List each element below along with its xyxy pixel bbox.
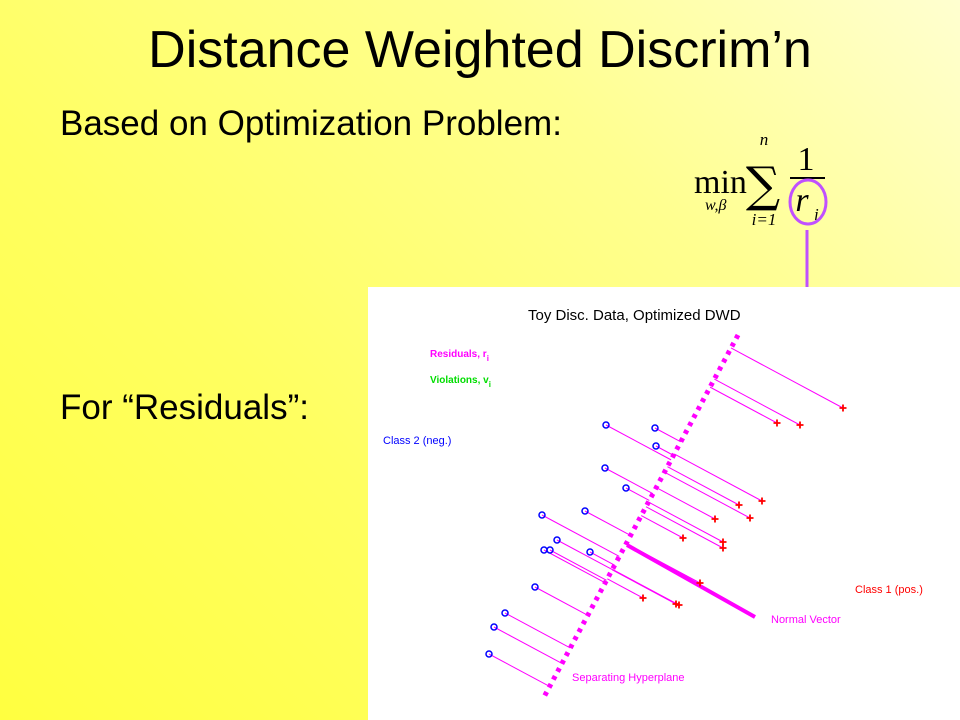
class2-point-9	[586, 548, 594, 556]
residual-line-class2-8	[543, 549, 606, 584]
highlight-circle-icon	[788, 178, 828, 226]
dwd-formula: min w,β n ∑ i=1 1 r i	[694, 130, 828, 229]
class1-point-0	[839, 404, 847, 412]
residual-line-class1-6	[656, 487, 716, 520]
residual-line-class2-9	[589, 551, 615, 566]
residual-line-class1-4	[667, 466, 740, 506]
residual-line-class1-5	[664, 471, 751, 519]
residual-line-class1-9	[640, 515, 684, 539]
residual-line-class1-11	[611, 569, 677, 605]
residual-lines	[488, 347, 844, 687]
class1-point-2	[796, 421, 804, 429]
formula-denominator: r	[795, 182, 809, 219]
bullet-residuals: For “Residuals”:	[60, 388, 309, 427]
class2-point-7	[553, 536, 561, 544]
formula-denominator-subscript: i	[814, 205, 819, 224]
residual-line-class2-1	[605, 424, 672, 461]
label-class1: Class 1 (pos.)	[855, 584, 923, 596]
residual-line-class2-0	[654, 427, 681, 443]
class2-point-6	[538, 511, 546, 519]
class2-point-2	[652, 442, 660, 450]
residual-line-class1-0	[730, 347, 844, 409]
label-separating-hyperplane: Separating Hyperplane	[572, 672, 685, 684]
residual-line-class2-3	[604, 467, 654, 495]
residual-line-class2-10	[549, 549, 607, 581]
class2-point-12	[501, 609, 509, 617]
residual-line-class2-12	[504, 612, 571, 649]
formula-min-subscript: w,β	[705, 197, 726, 214]
class2-point-1	[602, 421, 610, 429]
class1-point-7	[719, 538, 727, 546]
residual-line-class2-13	[493, 626, 563, 664]
legend-residuals: Residuals, ri	[430, 349, 489, 363]
residual-line-class1-2	[714, 378, 801, 426]
class1-point-13	[675, 601, 683, 609]
bullet-optimization-problem: Based on Optimization Problem:	[60, 104, 562, 143]
class2-point-11	[531, 583, 539, 591]
residual-line-class2-14	[488, 653, 550, 687]
class1-point-12	[639, 594, 647, 602]
label-normal-vector: Normal Vector	[771, 614, 841, 626]
residual-line-class1-8	[645, 506, 724, 549]
class2-point-10	[546, 546, 554, 554]
residual-line-class2-11	[534, 586, 589, 616]
plot-title: Toy Disc. Data, Optimized DWD	[528, 307, 741, 324]
sigma-icon: ∑	[746, 157, 780, 213]
residual-line-class2-4	[625, 487, 650, 501]
class1-point-9	[679, 534, 687, 542]
class2-point-4	[622, 484, 630, 492]
class2-point-13	[490, 623, 498, 631]
class2-points	[485, 421, 660, 658]
residual-line-class1-7	[648, 501, 724, 543]
residual-line-class1-12	[607, 578, 644, 599]
residual-line-class1-13	[612, 568, 680, 606]
class1-point-10	[696, 579, 704, 587]
residual-line-class2-5	[584, 510, 631, 536]
class1-point-1	[773, 419, 781, 427]
residual-line-class2-6	[541, 514, 620, 557]
residual-line-class1-1	[709, 386, 778, 424]
formula-sum-lower: i=1	[752, 210, 777, 229]
class1-point-5	[746, 514, 754, 522]
formula-sum-upper: n	[760, 130, 769, 149]
separating-hyperplane	[541, 333, 741, 699]
class1-point-3	[758, 497, 766, 505]
residual-line-class2-7	[556, 539, 613, 571]
class1-points	[639, 404, 847, 609]
label-class2: Class 2 (neg.)	[383, 435, 451, 447]
dwd-plot-svg: Toy Disc. Data, Optimized DWD Residuals,…	[383, 307, 923, 699]
formula-numerator: 1	[798, 141, 815, 178]
class2-point-5	[581, 507, 589, 515]
legend-violations: Violations, vi	[430, 375, 491, 389]
class2-point-14	[485, 650, 493, 658]
class2-point-3	[601, 464, 609, 472]
class1-point-8	[719, 544, 727, 552]
class1-point-6	[711, 515, 719, 523]
dwd-plot: Toy Disc. Data, Optimized DWD Residuals,…	[368, 287, 960, 720]
class2-point-0	[651, 424, 659, 432]
normal-vector	[626, 543, 756, 619]
formula-min: min	[694, 164, 747, 201]
class1-point-4	[735, 501, 743, 509]
residual-line-class1-3	[674, 453, 763, 502]
slide-title: Distance Weighted Discrim’n	[148, 21, 812, 79]
